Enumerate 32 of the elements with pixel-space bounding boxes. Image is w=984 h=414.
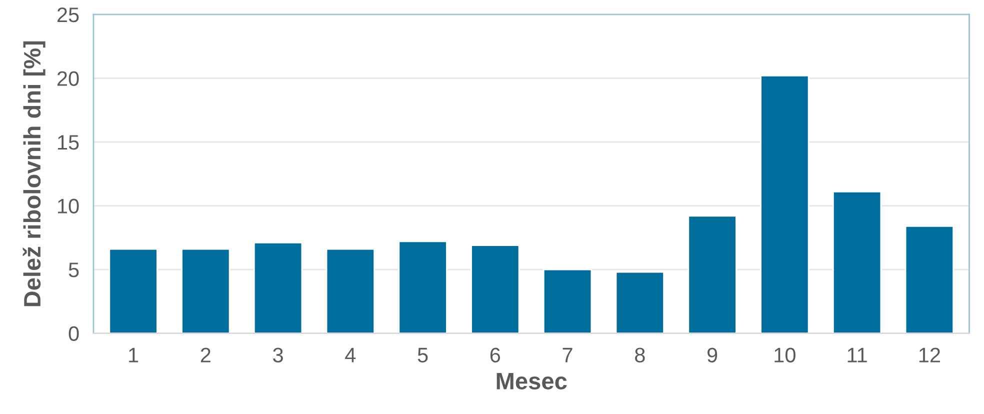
y-tick-label: 25 [57, 7, 79, 22]
y-axis-title: Delež ribolovnih dni [%] [22, 41, 46, 306]
bar [470, 244, 520, 334]
y-tick-label: 15 [58, 135, 79, 150]
x-tick-label: 2 [200, 348, 210, 362]
x-tick-label: 11 [848, 348, 867, 362]
y-tick-label: 10 [58, 198, 79, 214]
x-tick-label: 6 [490, 348, 500, 362]
bar [542, 268, 592, 334]
bar [398, 240, 448, 334]
bar [615, 271, 665, 334]
x-tick-label: 1 [129, 348, 138, 362]
x-tick-label: 12 [919, 348, 940, 362]
x-tick-label: 4 [345, 348, 356, 362]
x-tick-label: 3 [273, 348, 283, 362]
bar [108, 248, 158, 334]
y-tick-label: 0 [68, 326, 79, 342]
x-tick-label: 5 [418, 348, 428, 362]
bar [760, 75, 810, 334]
x-tick-label: 9 [707, 348, 718, 362]
bar [688, 215, 737, 334]
x-tick-label: 8 [635, 348, 645, 362]
bar [832, 191, 882, 334]
bar [253, 242, 303, 334]
y-tick-label: 5 [68, 262, 79, 278]
x-axis-title: Mesec [496, 373, 567, 390]
x-tick-label: 7 [562, 348, 572, 362]
bar [181, 248, 230, 334]
bar [326, 248, 375, 334]
x-tick-label: 10 [774, 348, 796, 362]
y-tick-label: 20 [57, 71, 79, 86]
bar [904, 225, 954, 334]
